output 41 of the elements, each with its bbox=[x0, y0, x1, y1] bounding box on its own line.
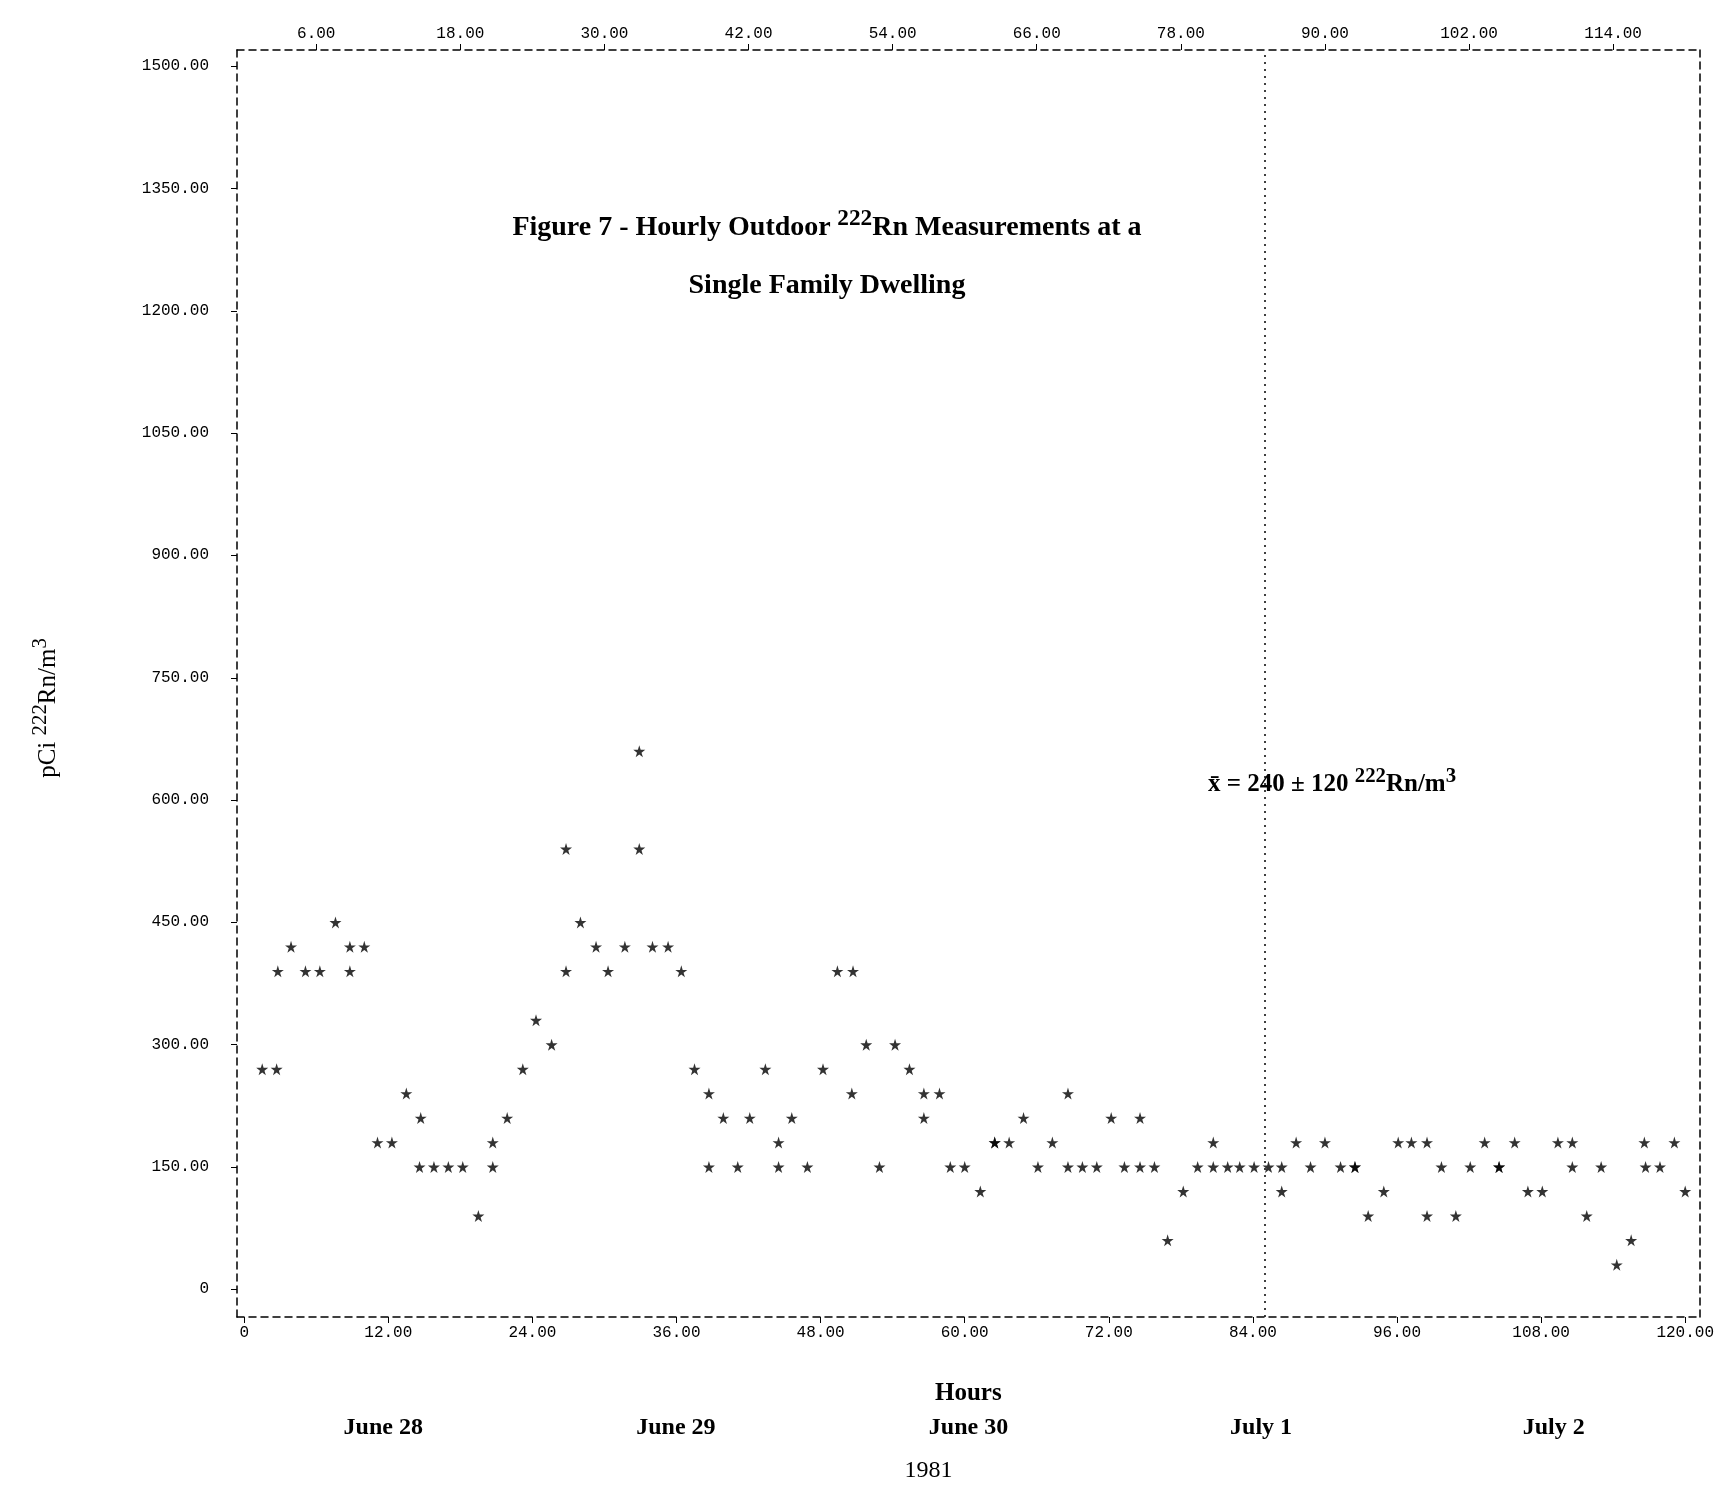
x2-tick-label: 30.00 bbox=[580, 25, 629, 43]
y-tick-label: 1500.00 bbox=[141, 57, 209, 76]
x-tick-label: 108.00 bbox=[1512, 1324, 1570, 1342]
x2-tick-label: 66.00 bbox=[1012, 25, 1061, 43]
y-tick-label: 600.00 bbox=[151, 791, 209, 810]
y-tick-label: 300.00 bbox=[151, 1035, 209, 1054]
x-tick-label: 96.00 bbox=[1372, 1324, 1422, 1342]
text: Figure 7 - Hourly Outdoor $^{222}$Rn Measurements at a Single Family Dwelling bbox=[511, 203, 1143, 302]
text: June 29 bbox=[636, 1413, 716, 1440]
y-tick-label: 150.00 bbox=[151, 1157, 209, 1176]
text: July 1 bbox=[1230, 1413, 1293, 1440]
x-tick-label: 120.00 bbox=[1656, 1324, 1714, 1342]
x2-tick-label: 6.00 bbox=[297, 25, 336, 43]
x-tick-label: 72.00 bbox=[1084, 1324, 1133, 1342]
text: June 28 bbox=[343, 1413, 423, 1440]
x-tick-label: 24.00 bbox=[508, 1324, 557, 1342]
y-tick-label: 1200.00 bbox=[141, 301, 209, 320]
x2-tick-label: 18.00 bbox=[436, 25, 485, 43]
x-tick-label: 48.00 bbox=[796, 1324, 845, 1342]
x2-tick-label: 102.00 bbox=[1440, 25, 1498, 43]
x2-tick-label: 42.00 bbox=[724, 25, 773, 43]
x-tick-label: 0 bbox=[239, 1324, 250, 1342]
text: July 2 bbox=[1522, 1413, 1585, 1440]
annotation: x̄ = 240 ± 120 $^{222}$Rn/m$^{3}$ bbox=[1208, 763, 1457, 798]
x-tick-label: 36.00 bbox=[652, 1324, 701, 1342]
x-tick-label: 84.00 bbox=[1228, 1324, 1277, 1342]
x-axis-title: Hours bbox=[934, 1378, 1002, 1405]
y-tick-label: 1050.00 bbox=[141, 424, 209, 443]
text: 1981 bbox=[904, 1456, 953, 1483]
x2-tick-label: 90.00 bbox=[1300, 25, 1349, 43]
text: June 30 bbox=[928, 1413, 1009, 1440]
y-tick-label: 750.00 bbox=[151, 668, 209, 687]
x2-tick-label: 78.00 bbox=[1156, 25, 1205, 43]
y-tick-label: 0 bbox=[199, 1280, 209, 1299]
x2-tick-label: 114.00 bbox=[1584, 25, 1642, 43]
x-tick-label: 60.00 bbox=[940, 1324, 989, 1342]
y-tick-label: 450.00 bbox=[151, 913, 209, 932]
y-tick-label: 1350.00 bbox=[141, 179, 209, 198]
y-tick-label: 900.00 bbox=[151, 546, 209, 565]
x-tick-label: 12.00 bbox=[364, 1324, 413, 1342]
x2-tick-label: 54.00 bbox=[868, 25, 917, 43]
